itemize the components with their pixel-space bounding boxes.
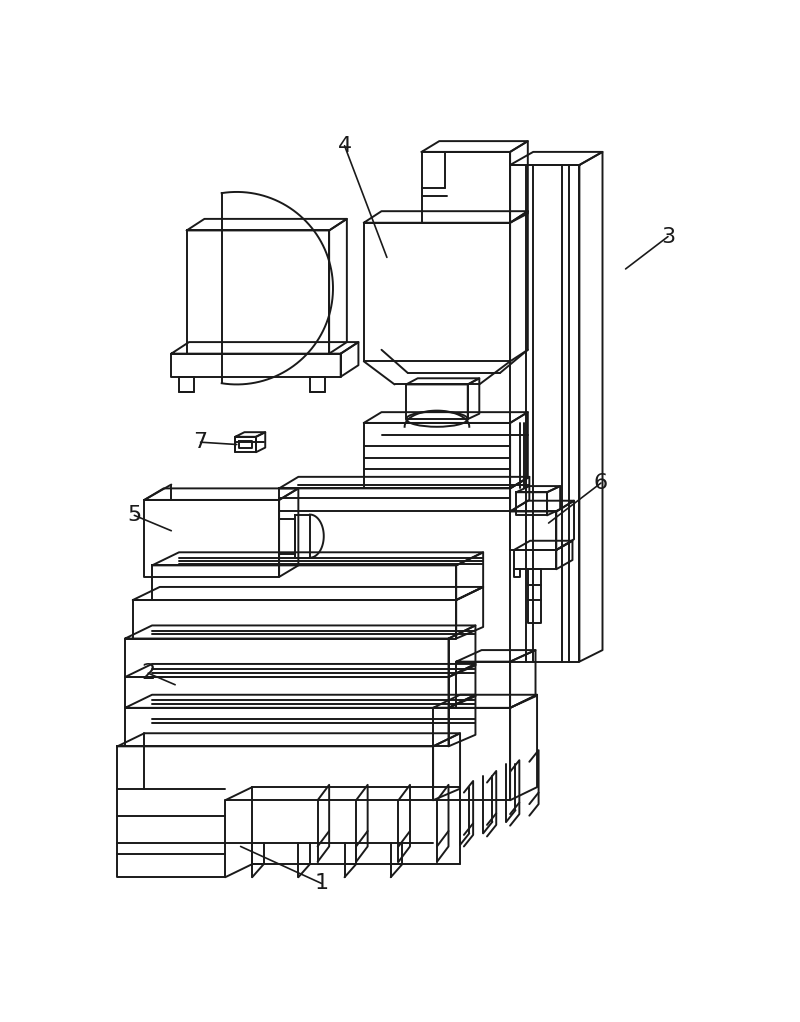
Text: 4: 4 [338,136,352,155]
Text: 3: 3 [661,227,675,246]
Text: 7: 7 [194,432,208,452]
Text: 2: 2 [141,663,155,683]
Text: 5: 5 [127,505,142,525]
Text: 6: 6 [594,473,608,493]
Text: 1: 1 [314,874,329,893]
